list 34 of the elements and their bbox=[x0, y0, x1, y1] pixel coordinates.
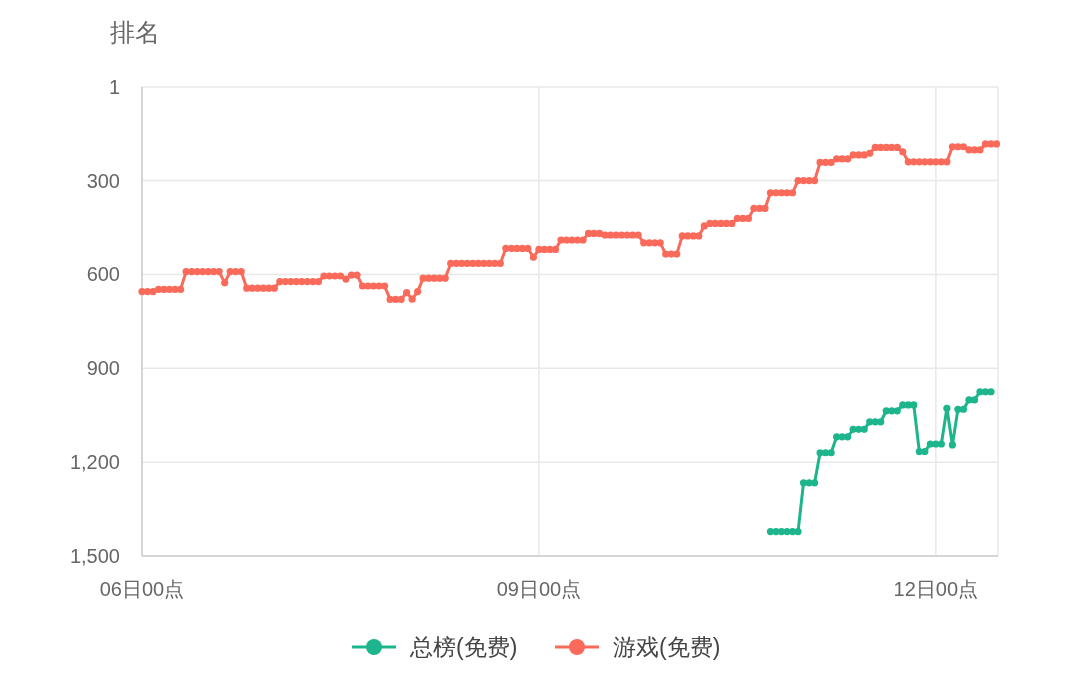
point bbox=[855, 425, 863, 433]
x-tick-label: 09日00点 bbox=[496, 578, 582, 600]
point bbox=[822, 449, 830, 457]
point bbox=[777, 528, 786, 536]
point bbox=[959, 405, 968, 413]
point bbox=[970, 396, 979, 404]
y-tick-label: 300 bbox=[86, 169, 120, 192]
x-tick-label: 06日00点 bbox=[99, 578, 185, 600]
x-tick-label: 12日00点 bbox=[893, 578, 979, 600]
point bbox=[943, 404, 951, 412]
point bbox=[766, 528, 775, 536]
point bbox=[910, 401, 918, 409]
point bbox=[810, 479, 819, 487]
y-axis-title: 排名 bbox=[110, 17, 160, 46]
y-tick-label: 1,500 bbox=[69, 545, 120, 567]
point bbox=[948, 441, 956, 449]
point bbox=[866, 418, 874, 426]
point bbox=[860, 425, 868, 433]
y-tick-label: 1 bbox=[108, 76, 120, 98]
point bbox=[844, 433, 852, 441]
y-tick-label: 900 bbox=[86, 357, 120, 380]
point bbox=[788, 528, 797, 536]
legend-label: 游戏(免费) bbox=[613, 634, 721, 661]
point bbox=[937, 440, 945, 448]
point bbox=[893, 407, 901, 415]
point bbox=[921, 447, 929, 456]
point bbox=[987, 388, 995, 396]
legend-label: 总榜(免费) bbox=[409, 634, 518, 661]
point bbox=[827, 449, 835, 457]
point bbox=[833, 433, 841, 441]
y-tick-label: 600 bbox=[86, 263, 120, 286]
y-tick-label: 1,200 bbox=[69, 451, 120, 474]
point bbox=[794, 528, 802, 536]
point bbox=[877, 418, 885, 426]
